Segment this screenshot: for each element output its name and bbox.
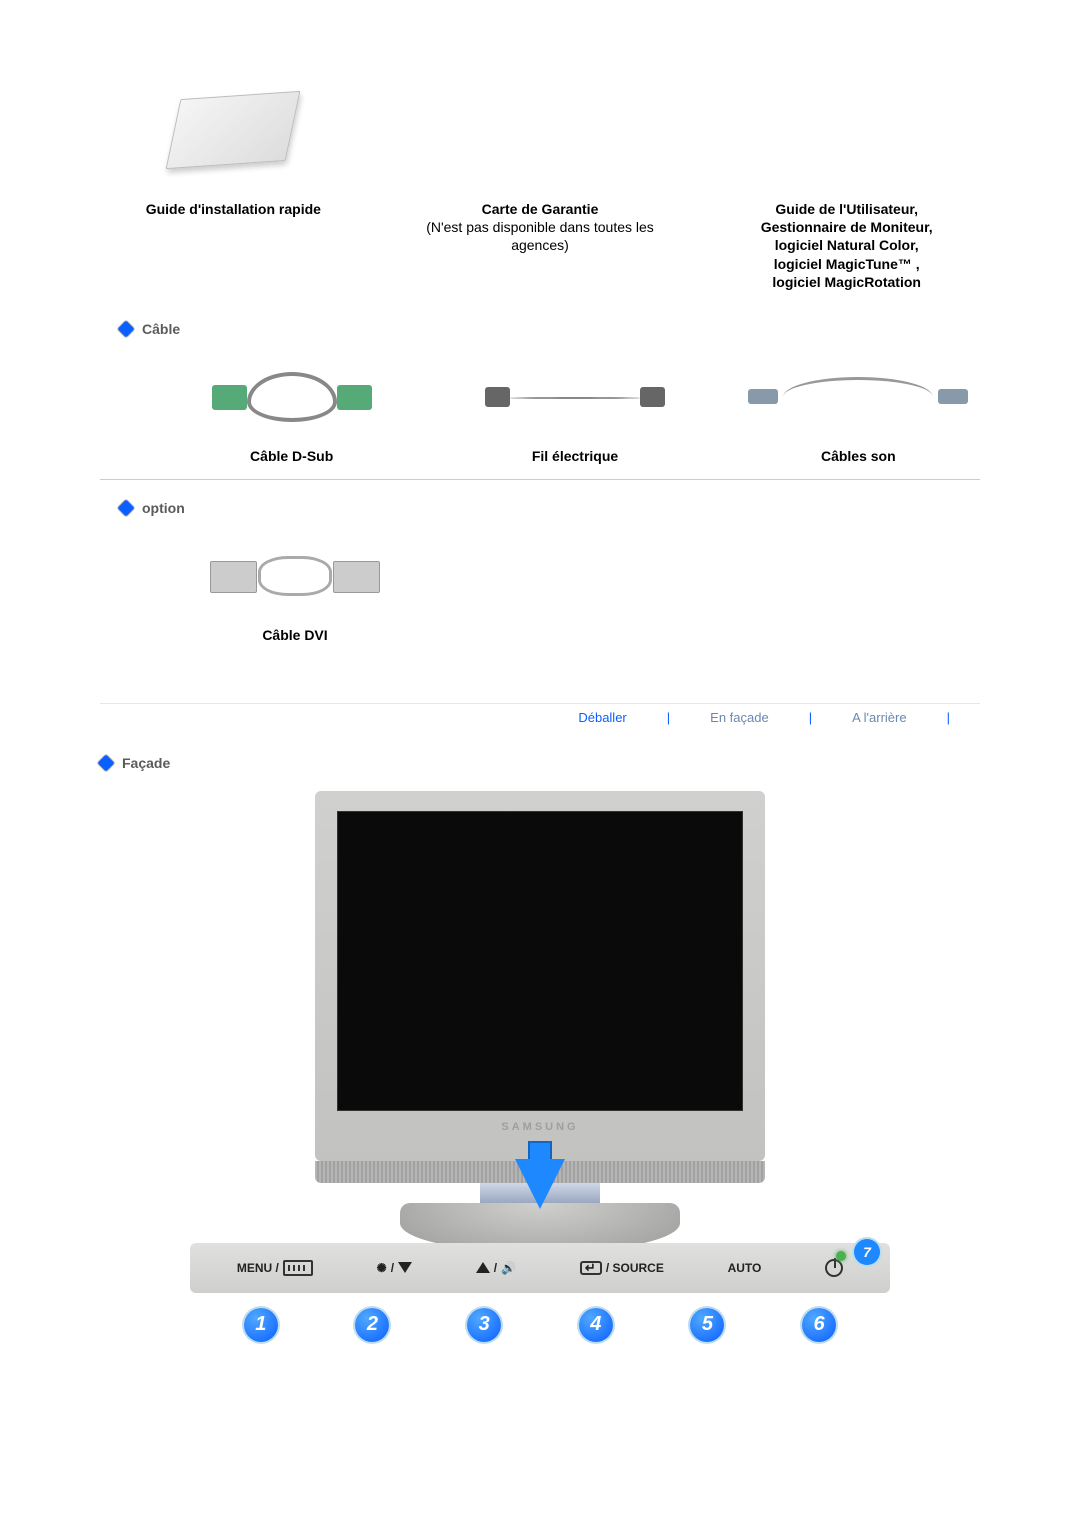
monitor-brand: SAMSUNG — [337, 1121, 743, 1133]
cable-sound-image — [737, 352, 980, 442]
nav-divider: | — [947, 710, 950, 725]
badge-7: 7 — [854, 1239, 880, 1265]
cable-dvi-label: Câble DVI — [170, 627, 420, 643]
section-option: option — [142, 500, 185, 516]
cable-dvi-image — [170, 531, 420, 621]
nav-arriere[interactable]: A l'arrière — [852, 710, 907, 725]
power-icon — [825, 1259, 843, 1277]
quick-guide-label: Guide d'installation rapide — [146, 201, 321, 217]
user-guide-line-2: logiciel Natural Color, — [775, 237, 919, 253]
section-cable: Câble — [142, 321, 180, 337]
nav-tabs: Déballer | En façade | A l'arrière | — [100, 703, 980, 725]
triangle-up-icon — [476, 1262, 490, 1273]
cable-power-image — [453, 352, 696, 442]
badge-5: 5 — [690, 1308, 724, 1342]
bullet-icon — [98, 754, 115, 771]
enter-icon — [580, 1261, 602, 1275]
nav-facade[interactable]: En façade — [710, 710, 769, 725]
bullet-icon — [118, 499, 135, 516]
number-badges: 1 2 3 4 5 6 — [190, 1308, 890, 1342]
nav-divider: | — [667, 710, 670, 725]
badge-6: 6 — [802, 1308, 836, 1342]
control-bar: MENU / / / / SOURCE AUTO 7 — [190, 1243, 890, 1293]
user-guide-line-4: logiciel MagicRotation — [772, 274, 921, 290]
ctrl-vol-up[interactable]: / — [476, 1261, 516, 1275]
warranty-sub: (N'est pas disponible dans toutes les ag… — [426, 219, 654, 253]
cable-dsub-image — [170, 352, 413, 442]
divider — [100, 479, 980, 480]
bullet-icon — [118, 320, 135, 337]
badge-2: 2 — [355, 1308, 389, 1342]
user-guide-line-3: logiciel MagicTune™ , — [774, 256, 920, 272]
power-led — [836, 1251, 846, 1261]
ctrl-source[interactable]: / SOURCE — [580, 1261, 664, 1275]
cable-power-label: Fil électrique — [453, 448, 696, 464]
warranty-title: Carte de Garantie — [482, 201, 599, 217]
cable-dsub-label: Câble D-Sub — [170, 448, 413, 464]
speaker-icon — [501, 1261, 516, 1275]
nav-deballer[interactable]: Déballer — [578, 710, 626, 725]
ctrl-auto[interactable]: AUTO — [728, 1261, 762, 1275]
menu-icon — [283, 1260, 313, 1276]
quick-guide-image — [173, 80, 293, 180]
user-guide-line-1: Gestionnaire de Moniteur, — [761, 219, 933, 235]
ctrl-menu[interactable]: MENU / — [237, 1260, 313, 1276]
nav-divider: | — [809, 710, 812, 725]
ctrl-power[interactable] — [825, 1259, 843, 1277]
badge-4: 4 — [579, 1308, 613, 1342]
ctrl-bright-down[interactable]: / — [377, 1261, 412, 1275]
cable-sound-label: Câbles son — [737, 448, 980, 464]
badge-1: 1 — [244, 1308, 278, 1342]
triangle-down-icon — [398, 1262, 412, 1273]
section-facade: Façade — [122, 755, 170, 771]
user-guide-line-0: Guide de l'Utilisateur, — [775, 201, 918, 217]
badge-3: 3 — [467, 1308, 501, 1342]
brightness-icon — [377, 1261, 387, 1275]
